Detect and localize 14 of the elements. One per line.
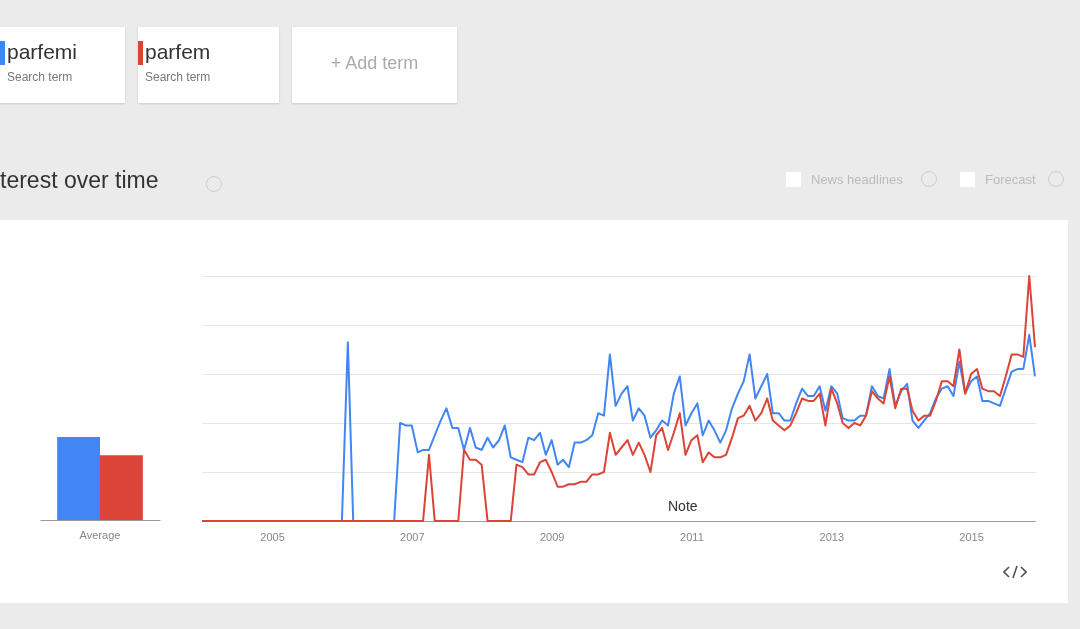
text: Search term	[7, 70, 73, 84]
x-tick-label: 2011	[680, 530, 704, 543]
text: + Add term	[329, 53, 420, 74]
x-tick-label: 2005	[260, 530, 285, 543]
x-tick-label: 2013	[819, 530, 845, 543]
x-tick-label: 2007	[400, 530, 425, 543]
annotation: Note	[668, 498, 698, 514]
legend-label: parfem	[145, 40, 211, 64]
x-tick-label: 2015	[959, 530, 984, 543]
chart-title: terest over time	[0, 167, 159, 194]
text: Search term	[145, 70, 211, 84]
x-tick-label: Average	[79, 528, 121, 541]
legend-label: parfemi	[7, 40, 78, 64]
x-tick-label: 2009	[539, 530, 565, 543]
